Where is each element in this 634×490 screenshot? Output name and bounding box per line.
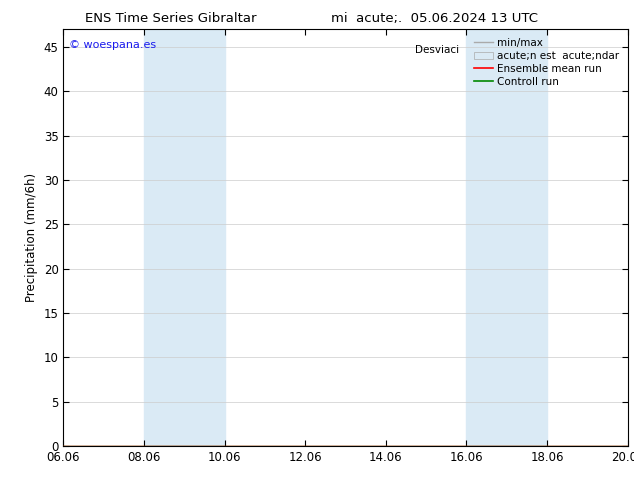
Text: Desviaci: Desviaci	[415, 45, 459, 55]
Legend: min/max, acute;n est  acute;ndar, Ensemble mean run, Controll run: min/max, acute;n est acute;ndar, Ensembl…	[471, 35, 623, 90]
Text: ENS Time Series Gibraltar: ENS Time Series Gibraltar	[86, 12, 257, 25]
Bar	[467, 29, 547, 446]
Text: mi  acute;.  05.06.2024 13 UTC: mi acute;. 05.06.2024 13 UTC	[331, 12, 538, 25]
Bar	[144, 29, 224, 446]
Y-axis label: Precipitation (mm/6h): Precipitation (mm/6h)	[25, 173, 38, 302]
Text: © woespana.es: © woespana.es	[69, 40, 156, 50]
